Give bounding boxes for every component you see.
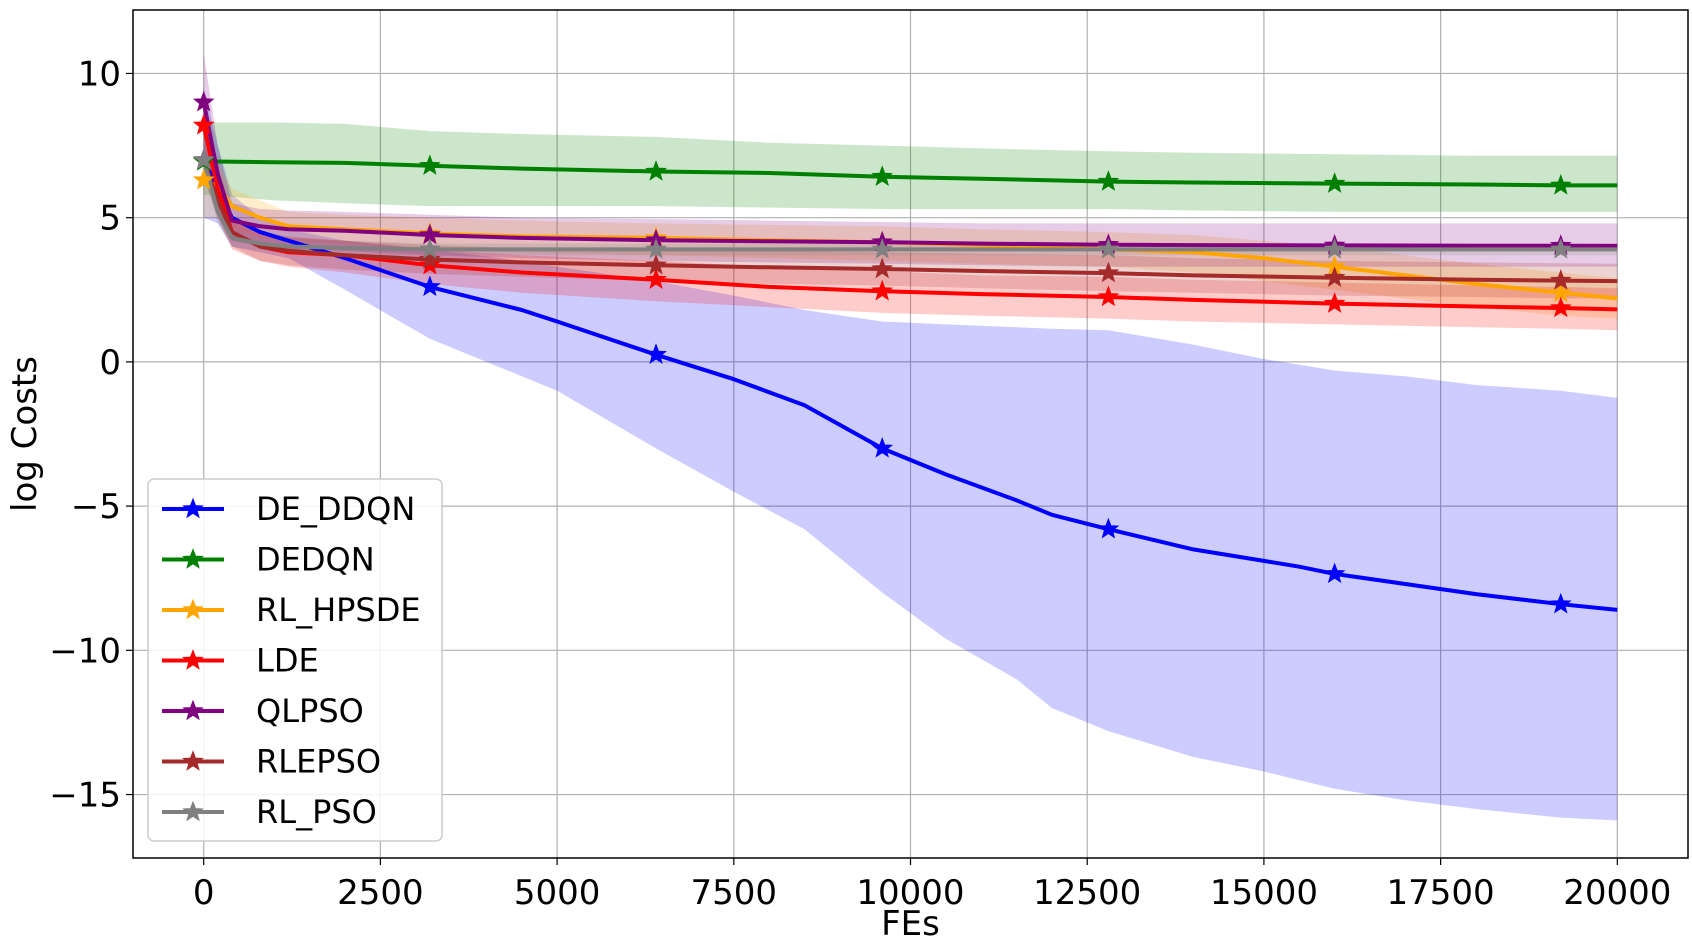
marker-rl-pso [1323,237,1346,259]
legend-marker [182,497,204,519]
y-tick-label: −15 [49,776,121,816]
line-rl-pso [201,159,1618,252]
marker-dedqn [419,154,441,175]
legend-label: QLPSO [256,692,364,730]
line-qlpso [201,101,1618,248]
marker-rlepso [645,253,667,275]
legend-item-rl-hpsde: RL_HPSDE [162,591,421,629]
marker-rl-pso [871,237,894,259]
y-tick-label: −5 [71,487,121,527]
marker-lde [871,279,894,301]
marker-rl-pso [1549,237,1572,259]
marker-dedqn [645,160,667,181]
marker-rlepso [419,248,441,269]
legend-label: RL_PSO [256,793,377,831]
marker-dedqn [1549,173,1572,195]
legend-label: LDE [256,642,319,680]
legend-marker [182,598,204,620]
marker-lde [192,113,215,135]
series-markers [192,90,1572,614]
band-de-ddqn [203,87,1618,821]
legend-marker [182,548,204,569]
axis-ticks: 0 2500 5000 7500 10000 12500 15000 17500 20000 10… [49,54,1671,913]
legend-marker [182,699,204,721]
x-tick-label: 12500 [1033,873,1141,913]
marker-de-ddqn [1323,562,1346,584]
x-tick-label: 0 [193,873,215,913]
legend-marker [182,800,204,822]
x-tick-label: 10000 [856,873,964,913]
marker-lde [1549,296,1572,318]
marker-rl-pso [1097,237,1120,259]
legend: DE_DDQN DEDQN RL_HPSDE LDE QLPSO RLEPSO RL_PSO [147,478,443,842]
y-tick-label: −10 [49,631,121,671]
marker-lde [1097,285,1120,307]
legend-label: DE_DDQN [256,490,415,528]
legend-item-de-ddqn: DE_DDQN [162,490,415,528]
band-rl-hpsde [203,160,1618,319]
marker-rl-pso [419,237,441,259]
legend-label: RLEPSO [256,743,381,781]
marker-de-ddqn [871,436,894,458]
x-tick-label: 15000 [1210,873,1318,913]
legend-item-qlpso: QLPSO [162,692,364,730]
x-axis-label: FEs [881,904,940,944]
legend-label: DEDQN [256,541,375,579]
grid [133,10,1688,858]
marker-rlepso [1097,261,1120,283]
marker-rl-pso [645,237,667,259]
legend-item-dedqn: DEDQN [162,541,375,579]
marker-de-ddqn [1549,592,1572,614]
y-axis-label: log Costs [5,356,45,512]
marker-dedqn [1323,172,1346,193]
legend-marker [182,649,204,670]
marker-rlepso [871,257,894,279]
marker-rlepso [1549,269,1572,290]
marker-lde [645,268,667,289]
legend-label: RL_HPSDE [256,591,421,629]
y-tick-label: 5 [99,199,121,239]
y-tick-label: 0 [99,343,121,383]
legend-item-rl-pso: RL_PSO [162,793,377,831]
legend-item-rlepso: RLEPSO [162,743,381,781]
legend-item-lde: LDE [162,642,319,680]
marker-dedqn [1097,170,1120,191]
marker-de-ddqn [1097,517,1120,539]
marker-rlepso [1323,266,1346,287]
legend-box [147,478,443,842]
marker-de-ddqn [419,275,441,297]
band-dedqn [203,122,1618,212]
marker-lde [1323,292,1346,313]
marker-de-ddqn [645,343,667,364]
band-rlepso [203,142,1618,299]
marker-rl-hpsde [192,168,215,190]
x-tick-label: 20000 [1563,873,1671,913]
x-tick-label: 7500 [691,873,778,913]
legend-marker [182,750,204,771]
x-tick-label: 5000 [514,873,601,913]
marker-qlpso [192,90,215,112]
x-tick-label: 17500 [1387,873,1495,913]
y-tick-label: 10 [78,54,121,94]
marker-lde [419,253,441,275]
marker-rl-pso [192,148,215,170]
x-tick-label: 2500 [337,873,424,913]
marker-dedqn [871,165,894,186]
